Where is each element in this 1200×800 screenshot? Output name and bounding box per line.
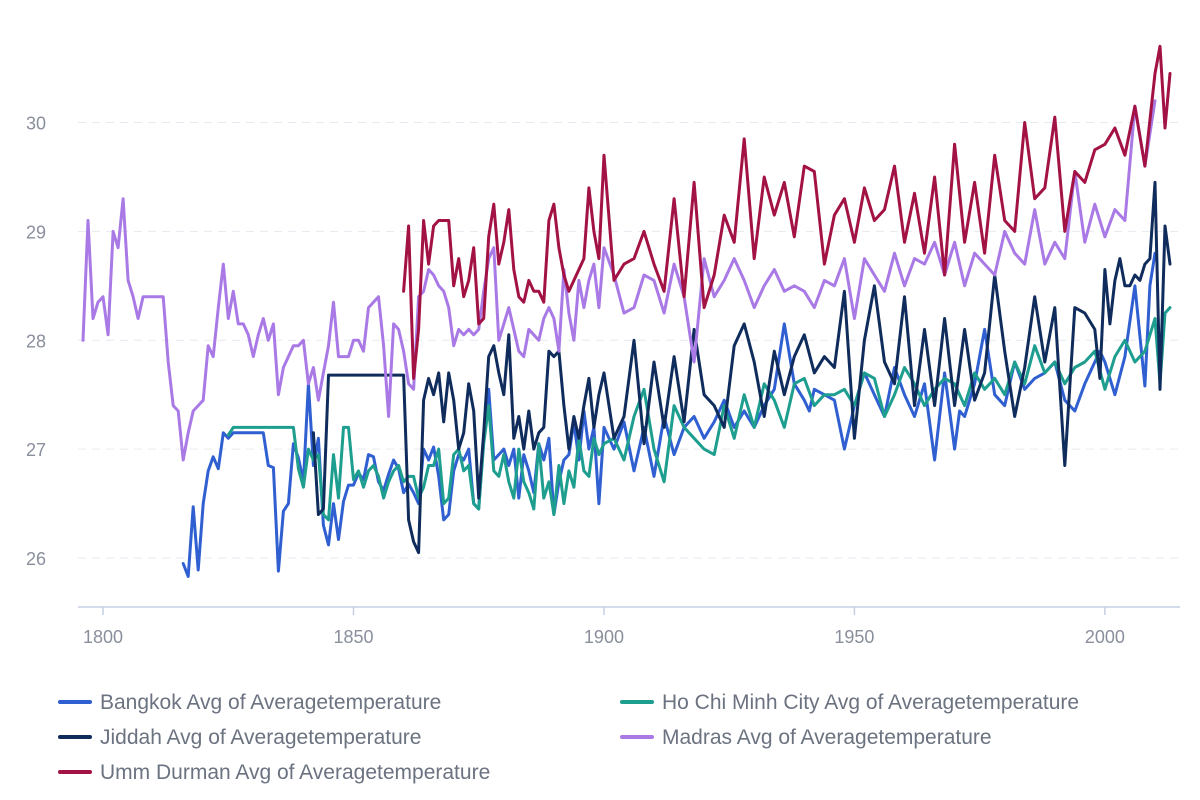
x-tick-label: 2000: [1085, 627, 1125, 647]
y-tick-label: 27: [26, 440, 46, 460]
y-tick-label: 28: [26, 331, 46, 351]
x-tick-label: 1950: [834, 627, 874, 647]
series-line-madras[interactable]: [81, 99, 1157, 462]
legend[interactable]: Bangkok Avg of Averagetemperature Ho Chi …: [58, 691, 1079, 784]
legend-label: Jiddah Avg of Averagetemperature: [100, 726, 421, 749]
x-tick-label: 1900: [584, 627, 624, 647]
x-tick-label: 1800: [83, 627, 123, 647]
y-tick-label: 29: [26, 222, 46, 242]
legend-item-bangkok[interactable]: Bangkok Avg of Averagetemperature: [58, 691, 441, 714]
legend-label: Umm Durman Avg of Averagetemperature: [100, 761, 490, 784]
legend-item-ho-chi-minh-city[interactable]: Ho Chi Minh City Avg of Averagetemperatu…: [620, 691, 1079, 714]
legend-item-umm-durman[interactable]: Umm Durman Avg of Averagetemperature: [58, 761, 490, 784]
legend-item-jiddah[interactable]: Jiddah Avg of Averagetemperature: [58, 726, 421, 749]
series-line-umm-durman[interactable]: [402, 44, 1172, 380]
legend-label: Ho Chi Minh City Avg of Averagetemperatu…: [662, 691, 1079, 714]
series-lines: [81, 44, 1172, 578]
y-tick-label: 26: [26, 549, 46, 569]
series-line-ho-chi-minh-city[interactable]: [226, 306, 1172, 522]
legend-item-madras[interactable]: Madras Avg of Averagetemperature: [620, 726, 992, 749]
series-line-jiddah[interactable]: [311, 180, 1172, 555]
y-axis-ticks: 26 27 28 29 30: [26, 114, 46, 569]
x-axis-ticks: 1800 1850 1900 1950 2000: [83, 607, 1125, 647]
legend-label: Madras Avg of Averagetemperature: [662, 726, 992, 749]
x-tick-label: 1850: [333, 627, 373, 647]
y-tick-label: 30: [26, 114, 46, 134]
grid-lines: [78, 122, 1180, 559]
series-line-bangkok[interactable]: [181, 251, 1157, 578]
legend-label: Bangkok Avg of Averagetemperature: [100, 691, 441, 714]
